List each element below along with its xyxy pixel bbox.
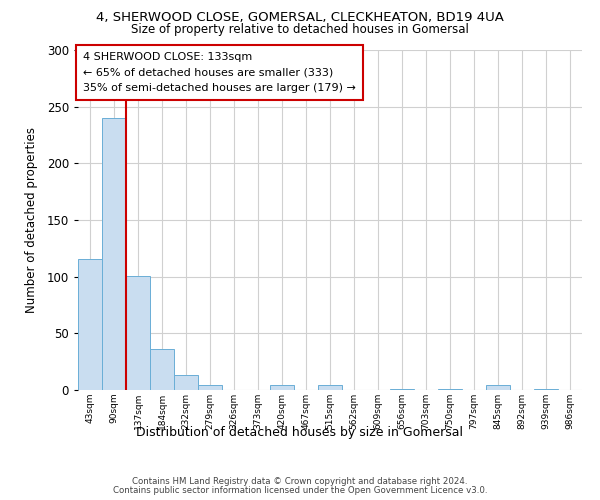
Bar [78,258,102,390]
Bar [198,386,222,390]
Bar [318,386,342,390]
Bar [102,118,126,390]
Bar [534,389,558,390]
Bar [150,349,174,390]
Text: Size of property relative to detached houses in Gomersal: Size of property relative to detached ho… [131,22,469,36]
Text: 4, SHERWOOD CLOSE, GOMERSAL, CLECKHEATON, BD19 4UA: 4, SHERWOOD CLOSE, GOMERSAL, CLECKHEATON… [96,11,504,24]
Bar [174,376,198,390]
Text: Contains HM Land Registry data © Crown copyright and database right 2024.: Contains HM Land Registry data © Crown c… [132,477,468,486]
Bar [390,389,414,390]
Text: 4 SHERWOOD CLOSE: 133sqm
← 65% of detached houses are smaller (333)
35% of semi-: 4 SHERWOOD CLOSE: 133sqm ← 65% of detach… [83,52,356,93]
Text: Contains public sector information licensed under the Open Government Licence v3: Contains public sector information licen… [113,486,487,495]
Text: Distribution of detached houses by size in Gomersal: Distribution of detached houses by size … [137,426,464,439]
Bar [486,386,510,390]
Y-axis label: Number of detached properties: Number of detached properties [25,127,38,313]
Bar [270,386,294,390]
Bar [438,389,462,390]
Bar [126,276,150,390]
